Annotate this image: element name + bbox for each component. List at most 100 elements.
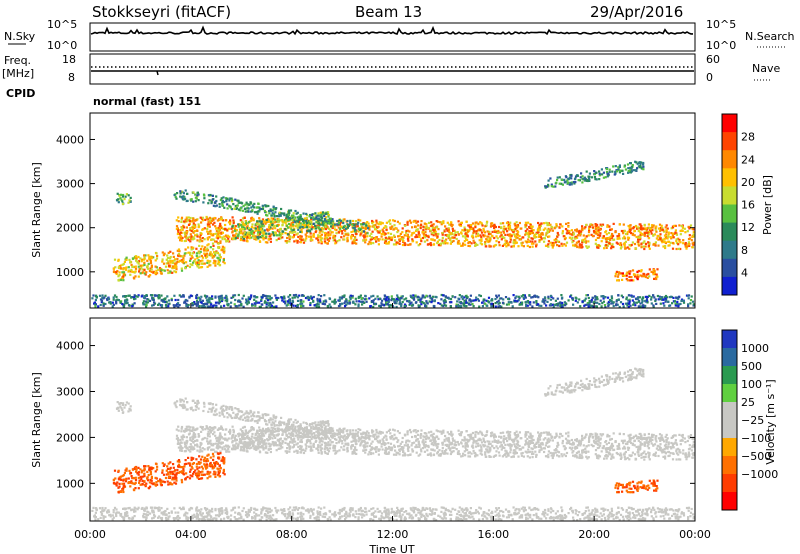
power-cell [97,305,100,308]
power-cell [154,294,157,297]
power-cell [518,297,521,300]
power-cell [393,224,396,227]
power-cell [207,202,210,205]
power-cell [586,302,589,305]
power-cell [199,216,202,219]
power-cell [319,228,322,231]
power-cell [547,235,550,238]
power-cell [178,250,181,253]
power-cell [465,301,468,304]
power-cell [682,301,686,304]
power-cell [407,235,410,238]
power-cell [101,296,104,299]
power-cell [229,220,232,224]
power-cell [480,235,483,239]
power-cell [667,240,670,243]
power-cell [583,304,586,307]
power-cell [637,226,640,229]
power-cell [415,234,418,237]
power-cell [393,219,396,223]
power-cell [263,229,266,232]
power-cell [443,303,446,306]
power-cell [121,302,124,306]
power-cell [598,236,601,239]
power-cell [587,296,590,300]
velocity-cell [666,437,669,440]
power-cell [196,191,199,194]
power-cell [517,295,520,298]
power-cell [486,240,489,243]
velocity-cell [433,449,436,452]
power-cell [505,221,509,225]
power-cell [296,303,299,307]
power-cell [460,305,463,308]
power-cell [246,222,250,225]
power-cell [677,305,680,308]
power-cell [628,270,631,273]
power-cell [273,221,276,224]
power-cell [380,302,383,305]
power-cell [516,224,519,227]
power-cell [668,304,671,307]
power-cell [232,236,235,239]
power-cell [256,212,259,215]
power-cell [537,221,540,225]
power-cell [679,247,682,251]
power-cell [630,170,633,173]
power-cell [535,245,538,248]
power-cell [545,304,548,307]
power-cell [146,267,150,270]
velocity-cell [498,454,501,457]
power-cell [432,228,435,231]
power-cell [449,238,452,241]
power-cell [371,230,374,233]
power-cell [259,231,262,234]
power-cell [526,232,529,235]
velocity-cell [369,451,372,454]
power-cell [609,238,612,241]
power-cell [324,227,327,231]
velocity-cell [561,455,564,458]
power-cell [95,296,98,299]
power-cell [254,227,257,230]
power-cell [410,295,413,299]
power-cell [530,227,533,230]
power-cell [650,232,653,235]
power-cell [436,226,439,229]
power-cell [226,207,229,210]
power-cell [425,225,428,228]
power-cell [397,296,400,299]
power-cell [248,237,251,240]
power-cell [201,299,204,302]
power-cell [333,300,336,303]
power-cell [263,220,266,223]
power-cell [253,236,256,239]
power-cell [178,232,181,235]
power-cell [289,223,292,226]
power-cell [292,214,295,217]
power-cell [194,226,197,229]
power-colorbar-swatch [722,276,737,296]
power-cell [669,236,672,239]
power-cell [572,181,575,184]
power-cell [639,302,642,305]
power-cell [212,248,215,251]
power-cell [654,228,657,231]
power-cell [215,304,218,307]
power-cell [632,273,636,276]
velocity-cell [551,456,554,460]
power-cell [292,219,295,222]
power-cell [171,267,174,270]
power-cell [411,238,414,241]
power-cell [188,296,191,299]
power-cell [182,224,185,227]
power-cell [147,262,150,265]
power-cell [154,265,157,268]
power-cell [339,304,342,307]
power-cell [459,301,463,304]
power-cell [475,296,478,299]
power-cell [232,234,235,237]
power-cell [448,223,451,226]
power-cell [601,223,605,226]
power-cell [269,226,272,229]
